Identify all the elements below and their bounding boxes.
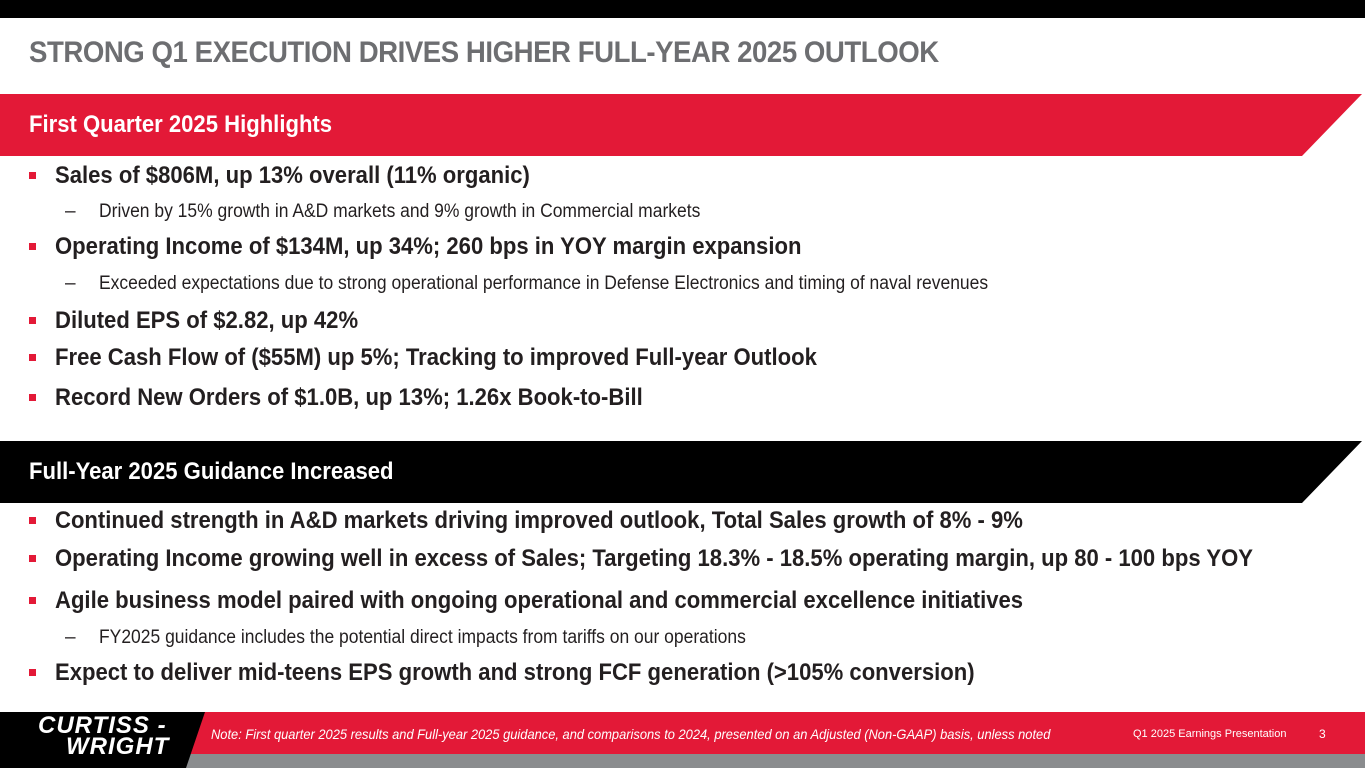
logo-line-1: CURTISS - <box>38 712 167 739</box>
section-2-banner: Full-Year 2025 Guidance Increased <box>0 441 1365 503</box>
bullet-icon <box>29 555 36 562</box>
bullet-icon <box>29 354 36 361</box>
bullet-icon <box>29 517 36 524</box>
section-1-banner: First Quarter 2025 Highlights <box>0 94 1365 156</box>
bullet-icon <box>29 597 36 604</box>
page-number: 3 <box>1319 727 1326 741</box>
bullet-icon <box>29 243 36 250</box>
list-item-text: Agile business model paired with ongoing… <box>55 587 1024 614</box>
bullet-icon <box>29 172 36 179</box>
dash-icon: – <box>65 201 76 222</box>
footer: CURTISS - WRIGHT Note: First quarter 202… <box>0 712 1365 768</box>
list-subitem-text: Exceeded expectations due to strong oper… <box>99 273 989 294</box>
list-item-text: Expect to deliver mid-teens EPS growth a… <box>55 659 975 686</box>
list-item-text: Operating Income growing well in excess … <box>55 545 1253 572</box>
slide-title: STRONG Q1 EXECUTION DRIVES HIGHER FULL-Y… <box>29 36 939 69</box>
list-item-text: Record New Orders of $1.0B, up 13%; 1.26… <box>55 384 643 411</box>
list-item-text: Sales of $806M, up 13% overall (11% orga… <box>55 162 530 189</box>
bullet-icon <box>29 394 36 401</box>
curtiss-wright-logo: CURTISS - WRIGHT <box>38 712 188 760</box>
section-1-heading: First Quarter 2025 Highlights <box>29 111 333 138</box>
bullet-icon <box>29 317 36 324</box>
section-1-banner-shape <box>0 94 1362 156</box>
list-item-text: Continued strength in A&D markets drivin… <box>55 507 1023 534</box>
footer-note: Note: First quarter 2025 results and Ful… <box>211 726 1051 742</box>
dash-icon: – <box>65 627 76 648</box>
section-2-banner-shape <box>0 441 1362 503</box>
presentation-name: Q1 2025 Earnings Presentation <box>1133 728 1287 740</box>
bullet-icon <box>29 669 36 676</box>
top-black-bar <box>0 0 1365 18</box>
section-2-heading: Full-Year 2025 Guidance Increased <box>29 458 394 485</box>
list-item-text: Free Cash Flow of ($55M) up 5%; Tracking… <box>55 344 817 371</box>
list-subitem-text: Driven by 15% growth in A&D markets and … <box>99 201 701 222</box>
footer-shape <box>0 712 1365 768</box>
list-subitem-text: FY2025 guidance includes the potential d… <box>99 627 746 648</box>
logo-line-2: WRIGHT <box>66 733 170 760</box>
list-item-text: Operating Income of $134M, up 34%; 260 b… <box>55 233 802 260</box>
list-item-text: Diluted EPS of $2.82, up 42% <box>55 307 359 334</box>
dash-icon: – <box>65 273 76 294</box>
